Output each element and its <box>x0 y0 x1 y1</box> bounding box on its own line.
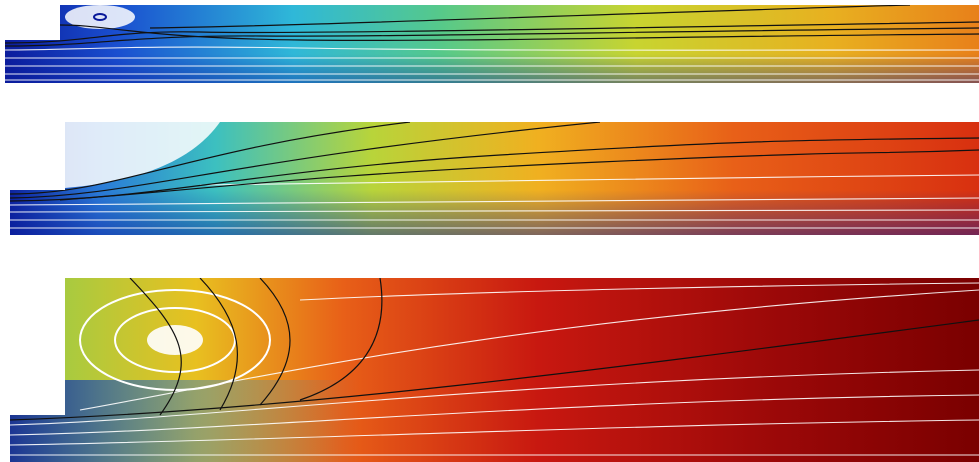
panel-1 <box>0 0 979 90</box>
page <box>0 0 979 462</box>
vortex-core <box>147 325 203 355</box>
panel-3 <box>0 270 979 462</box>
panel-2 <box>0 115 979 240</box>
flow-figure <box>0 0 979 462</box>
field-shade <box>0 0 979 90</box>
